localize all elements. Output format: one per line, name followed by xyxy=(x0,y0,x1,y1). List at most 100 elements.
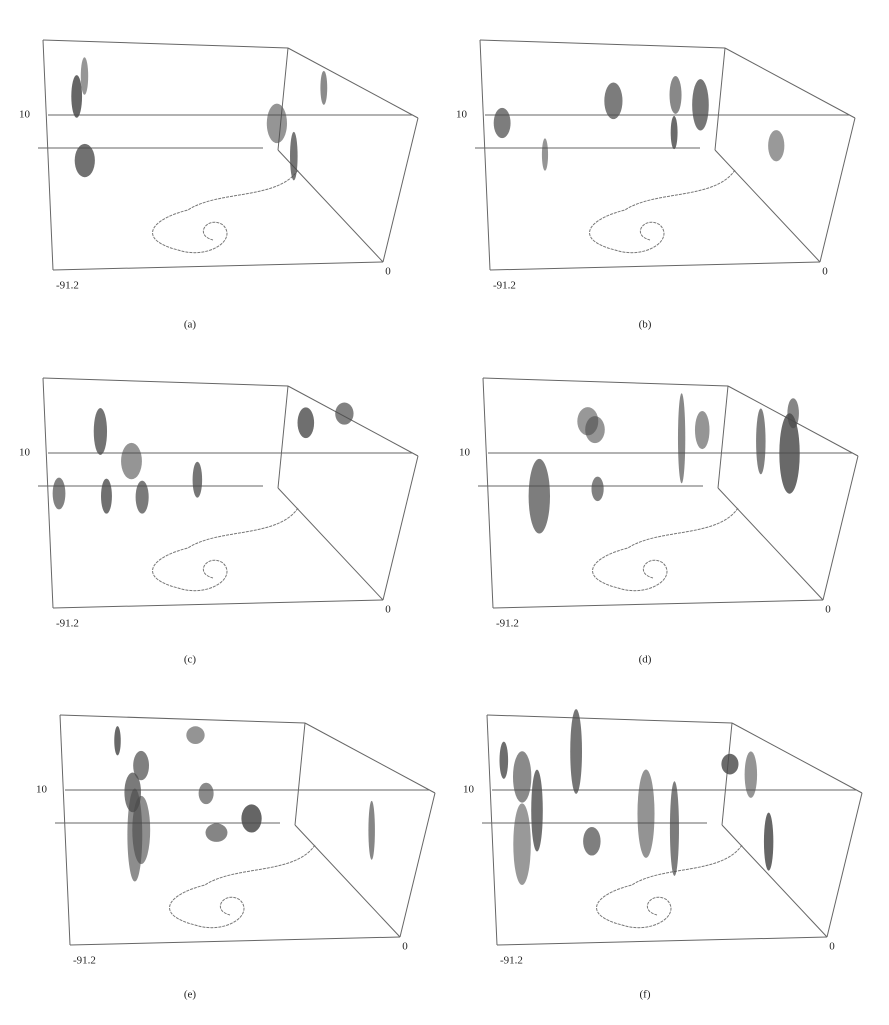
blob xyxy=(320,71,327,105)
box-edge xyxy=(487,715,497,945)
trajectory xyxy=(170,845,315,928)
box-edge xyxy=(497,937,827,945)
caption: (f) xyxy=(640,989,651,1001)
level-label: 10 xyxy=(456,109,468,121)
box-edge xyxy=(43,40,53,270)
origin-label: -91.2 xyxy=(500,955,523,967)
blob xyxy=(671,116,678,149)
origin-label: -91.2 xyxy=(73,955,96,967)
box-edge xyxy=(493,600,823,608)
figure: 10-91.20(a)10-91.20(b)10-91.20(c)10-91.2… xyxy=(0,0,889,1025)
panel: 10-91.20 xyxy=(459,378,858,630)
box-edge xyxy=(487,715,732,723)
blob xyxy=(570,709,582,794)
box-edge xyxy=(827,793,862,937)
corner-label: 0 xyxy=(402,941,408,953)
blob xyxy=(604,83,622,120)
blob xyxy=(721,754,738,775)
blob xyxy=(267,104,287,144)
blob xyxy=(494,108,511,138)
panel: 10 -91.2 0 xyxy=(36,715,435,967)
blob xyxy=(768,130,784,161)
blob xyxy=(94,408,107,455)
box-edge xyxy=(383,456,418,600)
corner-label: 0 xyxy=(385,266,391,278)
blob xyxy=(745,751,757,798)
box-edge xyxy=(278,488,383,600)
blob xyxy=(756,409,765,475)
panel: 10 -91.2 0 xyxy=(463,709,862,966)
panel: 10 -91.2 0 xyxy=(19,40,418,292)
corner-label: 0 xyxy=(825,604,831,616)
box-edge xyxy=(43,378,53,608)
box-edge xyxy=(60,715,305,723)
caption: (e) xyxy=(184,989,197,1001)
trajectory xyxy=(593,508,738,591)
box-edge xyxy=(715,48,725,150)
blob xyxy=(513,751,531,802)
blob xyxy=(583,827,600,856)
box-edge xyxy=(480,40,490,270)
blob xyxy=(298,407,315,438)
corner-label: 0 xyxy=(829,941,835,953)
blob xyxy=(779,413,799,494)
level-label: 10 xyxy=(463,784,475,796)
blob xyxy=(186,726,204,744)
origin-label: -91.2 xyxy=(493,280,516,292)
blob xyxy=(670,781,679,876)
blob xyxy=(81,57,88,94)
level-label: 10 xyxy=(36,784,48,796)
blob xyxy=(71,75,82,118)
blob xyxy=(692,79,709,130)
box-edge xyxy=(725,48,855,118)
blob xyxy=(585,416,605,443)
box-edge xyxy=(53,600,383,608)
box-edge xyxy=(400,793,435,937)
blob xyxy=(513,803,531,885)
box-edge xyxy=(295,723,305,825)
blob xyxy=(637,770,654,858)
blob xyxy=(101,479,112,514)
box-edge xyxy=(60,715,70,945)
blob xyxy=(787,398,799,428)
blob xyxy=(670,76,682,114)
blob xyxy=(53,478,66,510)
trajectory xyxy=(597,845,742,928)
origin-label: -91.2 xyxy=(56,618,79,630)
blob xyxy=(199,783,214,804)
box-edge xyxy=(43,378,288,386)
box-edge xyxy=(820,118,855,262)
origin-label: -91.2 xyxy=(56,280,79,292)
box-edge xyxy=(278,386,288,488)
blob xyxy=(124,773,141,813)
box-edge xyxy=(305,723,435,793)
blob xyxy=(542,138,548,170)
blob xyxy=(114,726,120,755)
corner-label: 0 xyxy=(822,266,828,278)
box-edge xyxy=(718,488,823,600)
panel: 10 -91.2 0 xyxy=(456,40,855,292)
level-label: 10 xyxy=(19,447,31,459)
blob xyxy=(695,411,710,449)
trajectory xyxy=(153,508,298,591)
blob xyxy=(678,393,685,483)
box-edge xyxy=(718,386,728,488)
level-label: 10 xyxy=(19,109,31,121)
box-edge xyxy=(483,378,493,608)
blob xyxy=(531,770,543,852)
caption: (a) xyxy=(184,319,197,331)
blob xyxy=(121,443,142,479)
blob xyxy=(290,132,298,181)
box-edge xyxy=(295,825,400,937)
blob xyxy=(193,462,203,498)
box-edge xyxy=(490,262,820,270)
blob xyxy=(75,144,95,177)
box-edge xyxy=(43,40,288,48)
blob xyxy=(591,477,603,502)
box-edge xyxy=(288,48,418,118)
box-edge xyxy=(480,40,725,48)
caption: (d) xyxy=(639,654,652,666)
blob xyxy=(529,459,550,534)
box-edge xyxy=(483,378,728,386)
box-edge xyxy=(823,456,858,600)
